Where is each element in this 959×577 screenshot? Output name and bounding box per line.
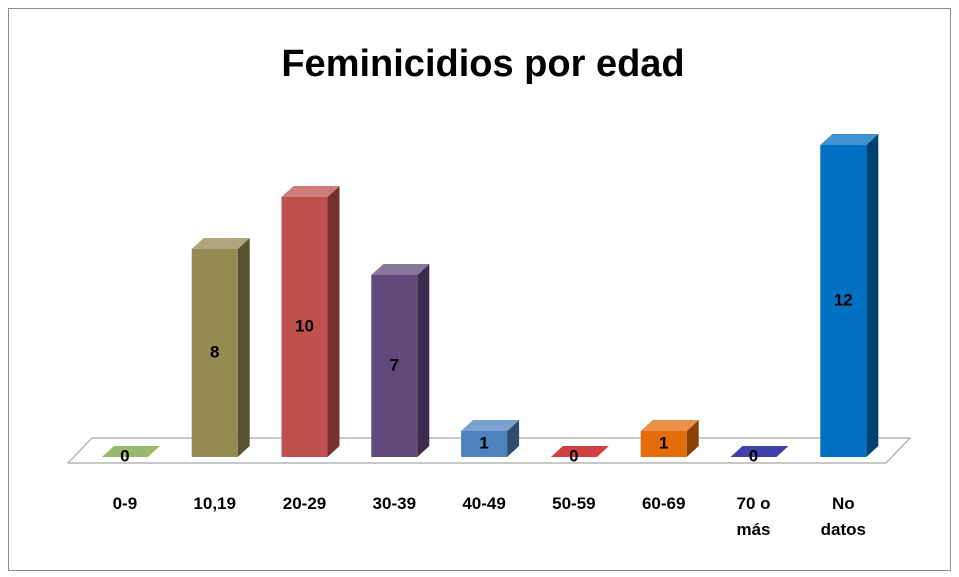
chart-title: Feminicidios por edad	[281, 43, 684, 85]
bar-side	[327, 186, 340, 457]
bar-top	[461, 420, 520, 431]
bar-top	[640, 420, 699, 431]
bar-top	[371, 264, 430, 275]
x-tick-label: 70 o más	[736, 494, 771, 539]
bar-side	[507, 420, 520, 457]
data-label: 8	[210, 342, 219, 361]
data-label: 0	[749, 446, 758, 465]
x-tick-label: 30-39	[372, 494, 417, 513]
bar	[371, 275, 418, 457]
bar-top	[820, 134, 879, 145]
x-tick-label: No datos	[820, 494, 866, 539]
bar-side	[237, 238, 250, 457]
bar-top	[191, 238, 250, 249]
bar	[820, 145, 867, 457]
bar	[191, 249, 238, 457]
data-label: 12	[834, 290, 853, 309]
bar-side	[686, 420, 699, 457]
bar-top	[281, 186, 340, 197]
bar	[281, 197, 328, 457]
bar-side	[866, 134, 879, 457]
bar	[640, 431, 687, 457]
chart-frame	[8, 8, 951, 571]
data-label: 1	[479, 433, 488, 452]
data-label: 1	[659, 433, 668, 452]
x-tick-label: 60-69	[641, 494, 686, 513]
x-tick-label: 0-9	[112, 494, 138, 513]
data-label: 10	[295, 316, 314, 335]
x-tick-label: 50-59	[552, 494, 596, 513]
x-tick-label: 20-29	[282, 494, 327, 513]
bar-top	[730, 446, 789, 457]
data-label: 0	[120, 446, 129, 465]
bar	[461, 431, 508, 457]
data-label: 0	[569, 446, 578, 465]
data-label: 7	[390, 355, 399, 374]
x-tick-label: 40-49	[462, 494, 506, 513]
x-tick-label: 10,19	[193, 494, 236, 513]
bar-top	[101, 446, 160, 457]
bar-top	[550, 446, 609, 457]
bar-side	[417, 264, 430, 457]
